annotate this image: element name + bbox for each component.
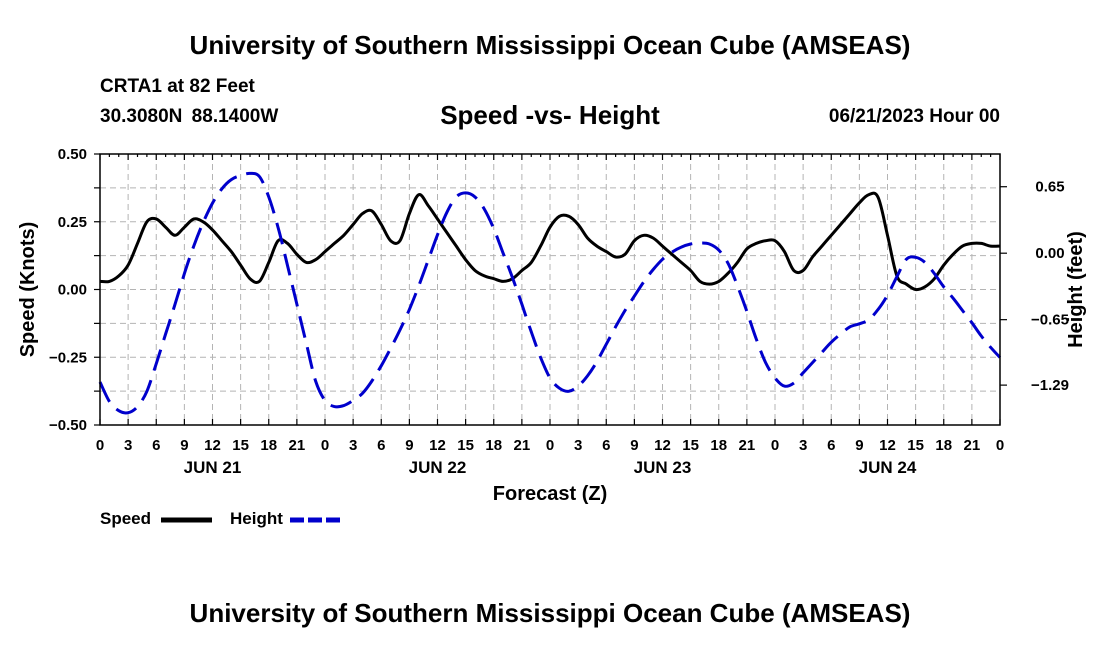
x-tick-label: 15 (457, 437, 474, 454)
y-tick-label: 0.50 (58, 146, 87, 163)
x-tick-label: 18 (485, 437, 502, 454)
x-tick-label: 15 (907, 437, 924, 454)
x-tick-label: 12 (654, 437, 671, 454)
y-tick-label: −0.25 (49, 349, 87, 366)
x-tick-label: 12 (879, 437, 896, 454)
x-tick-label: 3 (349, 437, 357, 454)
chart-title: Speed -vs- Height (440, 100, 660, 130)
x-tick-label: 6 (602, 437, 610, 454)
x-tick-label: 9 (855, 437, 863, 454)
x-tick-label: 9 (405, 437, 413, 454)
series-line-speed (99, 191, 1001, 292)
x-tick-label: 3 (124, 437, 132, 454)
x-tick-label: 21 (739, 437, 756, 454)
legend-height-label: Height (230, 509, 283, 528)
y-tick-label: 0.00 (58, 282, 87, 299)
day-label: JUN 21 (184, 458, 242, 477)
y2-tick-label: 0.65 (1035, 179, 1064, 196)
x-tick-label: 3 (574, 437, 582, 454)
y-tick-label: 0.25 (58, 214, 87, 231)
legend-speed-label: Speed (100, 509, 152, 528)
series-lines (98, 171, 1002, 415)
y-tick-label: −0.50 (49, 417, 87, 434)
x-tick-label: 18 (260, 437, 277, 454)
x-tick-label: 12 (429, 437, 446, 454)
station-label: CRTA1 at 82 Feet (100, 76, 255, 97)
title-top: University of Southern Mississippi Ocean… (189, 30, 911, 60)
x-tick-label: 0 (996, 437, 1004, 454)
series-line-height (98, 171, 1002, 415)
x-tick-label: 6 (827, 437, 835, 454)
x-tick-label: 0 (321, 437, 329, 454)
x-tick-label: 0 (546, 437, 554, 454)
x-tick-label: 12 (204, 437, 221, 454)
title-bottom: University of Southern Mississippi Ocean… (189, 598, 911, 628)
day-label: JUN 22 (409, 458, 467, 477)
x-tick-label: 9 (180, 437, 188, 454)
axis-labels: 0 3 6 9 12 15 18 21 0 3 6 9 12 15 18 21 0 3 6 9 12 15 18 21 0 3 6 9… (17, 146, 1087, 505)
x-tick-label: 21 (514, 437, 531, 454)
y2-tick-label: −1.29 (1031, 377, 1069, 394)
station-coordinates: 30.3080N 88.1400W (100, 106, 279, 127)
x-tick-label: 18 (935, 437, 952, 454)
plot-frame (99, 153, 1001, 426)
x-tick-label: 21 (289, 437, 306, 454)
x-tick-label: 0 (96, 437, 104, 454)
x-tick-label: 3 (799, 437, 807, 454)
x-tick-label: 15 (232, 437, 249, 454)
y2-tick-label: −0.65 (1031, 312, 1069, 329)
y2-tick-label: 0.00 (1035, 245, 1064, 262)
x-tick-label: 21 (964, 437, 981, 454)
x-tick-label: 0 (771, 437, 779, 454)
x-tick-label: 9 (630, 437, 638, 454)
y2-axis-label: Height (feet) (1065, 231, 1087, 348)
x-tick-label: 6 (152, 437, 160, 454)
grid-lines (100, 154, 1000, 425)
x-tick-label: 15 (682, 437, 699, 454)
y-axis-label: Speed (Knots) (17, 222, 39, 358)
day-label: JUN 23 (634, 458, 692, 477)
x-axis-label: Forecast (Z) (493, 483, 607, 505)
day-label: JUN 24 (859, 458, 917, 477)
forecast-date: 06/21/2023 Hour 00 (828, 106, 1000, 127)
speed-height-chart: 0 3 6 9 12 15 18 21 0 3 6 9 12 15 18 21 0 3 6 9 12 15 18 21 0 3 6 9… (17, 146, 1087, 523)
x-tick-label: 18 (710, 437, 727, 454)
x-tick-label: 6 (377, 437, 385, 454)
